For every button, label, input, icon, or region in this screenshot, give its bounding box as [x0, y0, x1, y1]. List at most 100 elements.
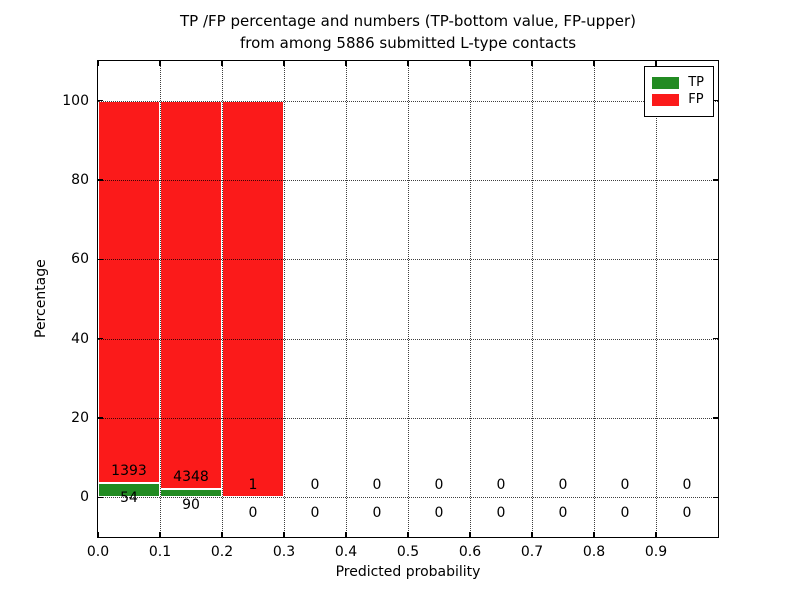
x-tick-mark-top: [469, 61, 471, 66]
gridline-horizontal: [98, 497, 718, 499]
x-tick-mark-top: [407, 61, 409, 66]
gridline-vertical: [470, 61, 471, 537]
tp-count-label: 0: [310, 505, 320, 522]
x-tick-mark-top: [593, 61, 595, 66]
legend-swatch-fp-icon: [652, 94, 680, 106]
y-tick-mark: [98, 99, 103, 102]
tp-count-label: 0: [620, 505, 630, 522]
x-tick-mark: [283, 532, 285, 537]
x-tick-mark: [655, 532, 657, 537]
gridline-horizontal: [98, 338, 718, 340]
x-tick-label: 0.1: [148, 544, 172, 560]
gridline-horizontal: [98, 259, 718, 261]
plot-area: TP FP 1393 54 4348 90 1 0 0 0 0 0 0 0 0 0 0 0 0 0 0 0 0.0 0.1…: [62, 60, 719, 560]
y-tick-mark-right: [713, 99, 718, 102]
gridline-vertical: [532, 61, 533, 537]
x-tick-mark: [407, 532, 409, 537]
gridline-vertical: [222, 61, 223, 537]
y-tick-mark: [98, 337, 103, 340]
x-tick-label: 0.5: [396, 544, 420, 560]
x-tick-label: 0.7: [520, 544, 544, 560]
legend-swatch-tp-icon: [652, 77, 680, 89]
gridline-vertical: [408, 61, 409, 537]
bar-segment-tp: [160, 489, 222, 498]
x-axis-label: Predicted probability: [335, 564, 481, 580]
y-tick-mark-right: [713, 496, 718, 499]
x-tick-mark: [345, 532, 347, 537]
fp-count-label: 0: [496, 477, 506, 494]
legend-entry-fp: FP: [652, 93, 704, 107]
tp-count-label: 0: [372, 505, 382, 522]
y-axis-label: Percentage: [33, 259, 49, 339]
x-tick-mark: [531, 532, 533, 537]
x-tick-mark: [221, 532, 223, 537]
tp-count-label: 0: [248, 505, 258, 522]
x-tick-label: 0.4: [334, 544, 358, 560]
fp-count-label: 1393: [111, 462, 147, 479]
y-tick-mark-right: [713, 417, 718, 419]
x-tick-mark-top: [159, 61, 161, 66]
x-tick-mark-top: [655, 61, 657, 66]
y-tick-mark-right: [713, 337, 718, 340]
x-tick-mark: [469, 532, 471, 537]
x-tick-mark-top: [283, 61, 285, 66]
y-tick-mark: [98, 179, 103, 181]
fp-count-label: 1: [248, 477, 258, 494]
y-tick-mark: [98, 496, 103, 499]
y-tick-label: 20: [71, 410, 89, 426]
x-tick-label: 0.3: [272, 544, 296, 560]
x-tick-label: 0.0: [86, 544, 110, 560]
fp-count-label: 0: [558, 477, 568, 494]
fp-count-label: 0: [682, 477, 692, 494]
x-tick-mark: [159, 532, 161, 537]
y-tick-label: 40: [71, 330, 89, 347]
bar-segment-fp: [98, 100, 160, 483]
bar-segment-fp: [222, 100, 284, 498]
legend-label-tp: TP: [688, 75, 704, 90]
gridline-vertical: [284, 61, 285, 537]
x-tick-label: 0.6: [458, 544, 482, 560]
x-tick-label: 0.8: [582, 544, 606, 560]
legend-entry-tp: TP: [652, 76, 704, 90]
x-tick-label: 0.9: [644, 544, 668, 560]
legend: TP FP: [644, 66, 714, 117]
y-tick-label: 60: [71, 251, 89, 268]
fp-count-label: 0: [620, 477, 630, 494]
x-tick-label: 0.2: [210, 544, 234, 560]
x-tick-mark: [593, 532, 595, 537]
tp-count-label: 0: [558, 505, 568, 522]
legend-label-fp: FP: [688, 92, 704, 107]
chart-title-line1: TP /FP percentage and numbers (TP-bottom…: [180, 12, 636, 30]
tp-count-label: 54: [120, 490, 138, 507]
fp-count-label: 4348: [173, 469, 209, 486]
y-tick-mark-right: [713, 258, 718, 261]
x-tick-mark: [97, 532, 99, 537]
x-tick-mark-top: [221, 61, 223, 66]
x-tick-mark-top: [345, 61, 347, 66]
fp-count-label: 0: [434, 477, 444, 494]
fp-count-label: 0: [310, 477, 320, 494]
tp-count-label: 0: [434, 505, 444, 522]
gridline-vertical: [346, 61, 347, 537]
gridline-vertical: [594, 61, 595, 537]
gridline-horizontal: [98, 180, 718, 181]
bar-segment-fp: [160, 100, 222, 490]
fp-count-label: 0: [372, 477, 382, 494]
x-tick-mark-top: [531, 61, 533, 66]
tp-count-label: 0: [682, 505, 692, 522]
chart-title-line2: from among 5886 submitted L-type contact…: [239, 34, 577, 52]
y-tick-label: 0: [80, 489, 89, 506]
tp-count-label: 0: [496, 505, 506, 522]
bar-segment-tp: [98, 482, 160, 498]
y-tick-label: 100: [62, 92, 89, 109]
tp-count-label: 90: [182, 497, 200, 514]
x-tick-mark-top: [97, 61, 99, 66]
chart-title: TP /FP percentage and numbers (TP-bottom…: [97, 10, 719, 54]
y-tick-mark: [98, 258, 103, 261]
y-tick-mark: [98, 417, 103, 419]
y-tick-label: 80: [71, 172, 89, 188]
gridline-horizontal: [98, 418, 718, 419]
gridline-horizontal: [98, 100, 718, 102]
gridline-vertical: [160, 61, 161, 537]
